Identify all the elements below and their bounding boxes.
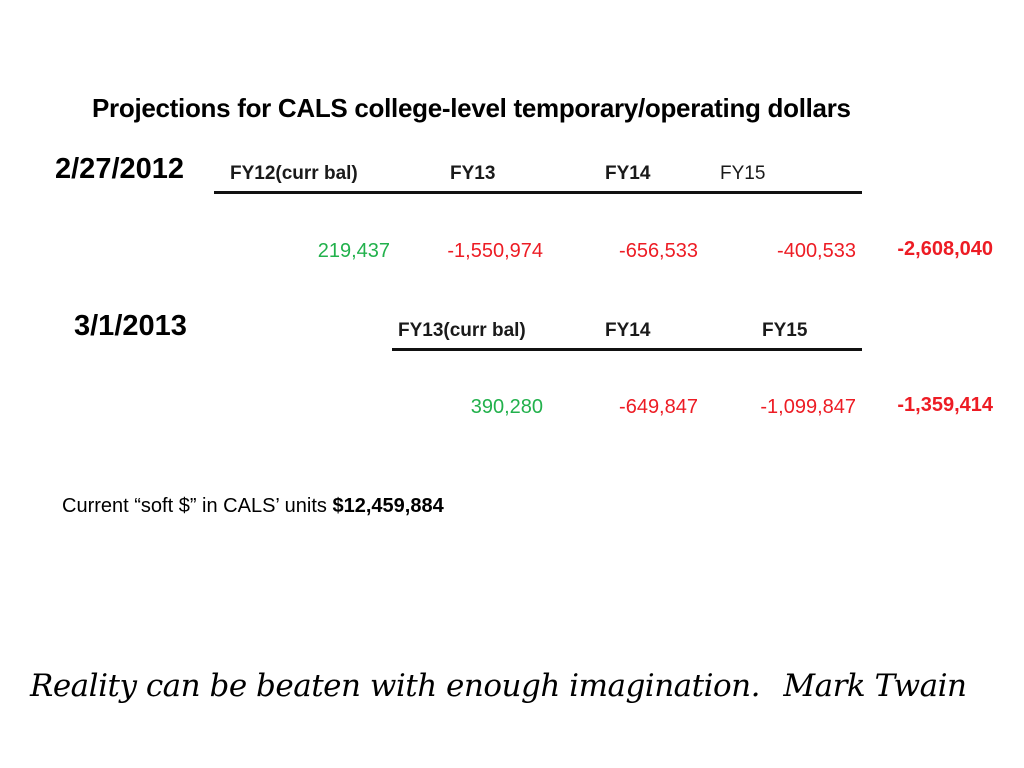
header-fy15: FY15 (762, 320, 808, 341)
header-fy14: FY14 (605, 163, 651, 184)
value-fy13: -1,550,974 (447, 240, 543, 262)
value-fy15: -400,533 (777, 240, 856, 262)
total-2013: -1,359,414 (897, 394, 993, 416)
header-rule-2012 (214, 191, 862, 194)
soft-dollars-line: Current “soft $” in CALS’ units $12,459,… (62, 495, 444, 518)
soft-dollars-label: Current “soft $” in CALS’ units (62, 495, 327, 517)
quote: Reality can be beaten with enough imagin… (30, 668, 967, 704)
header-fy13: FY13 (450, 163, 496, 184)
value-fy14: -656,533 (619, 240, 698, 262)
header-fy12-curr-bal: FY12(curr bal) (230, 163, 358, 184)
value-fy13-curr-bal: 390,280 (470, 396, 543, 418)
snapshot-date-2013: 3/1/2013 (74, 310, 187, 342)
snapshot-date-2012: 2/27/2012 (55, 153, 185, 185)
quote-text: Reality can be beaten with enough imagin… (30, 668, 761, 704)
header-fy15: FY15 (720, 163, 766, 184)
header-rule-2013 (392, 348, 862, 351)
total-2012: -2,608,040 (897, 238, 993, 260)
header-fy14: FY14 (605, 320, 651, 341)
value-fy15: -1,099,847 (760, 396, 856, 418)
header-fy13-curr-bal: FY13(curr bal) (398, 320, 526, 341)
value-fy14: -649,847 (619, 396, 698, 418)
quote-author: Mark Twain (783, 668, 967, 704)
slide-title: Projections for CALS college-level tempo… (92, 93, 851, 123)
value-fy12: 219,437 (317, 240, 390, 262)
soft-dollars-value: $12,459,884 (332, 495, 444, 517)
